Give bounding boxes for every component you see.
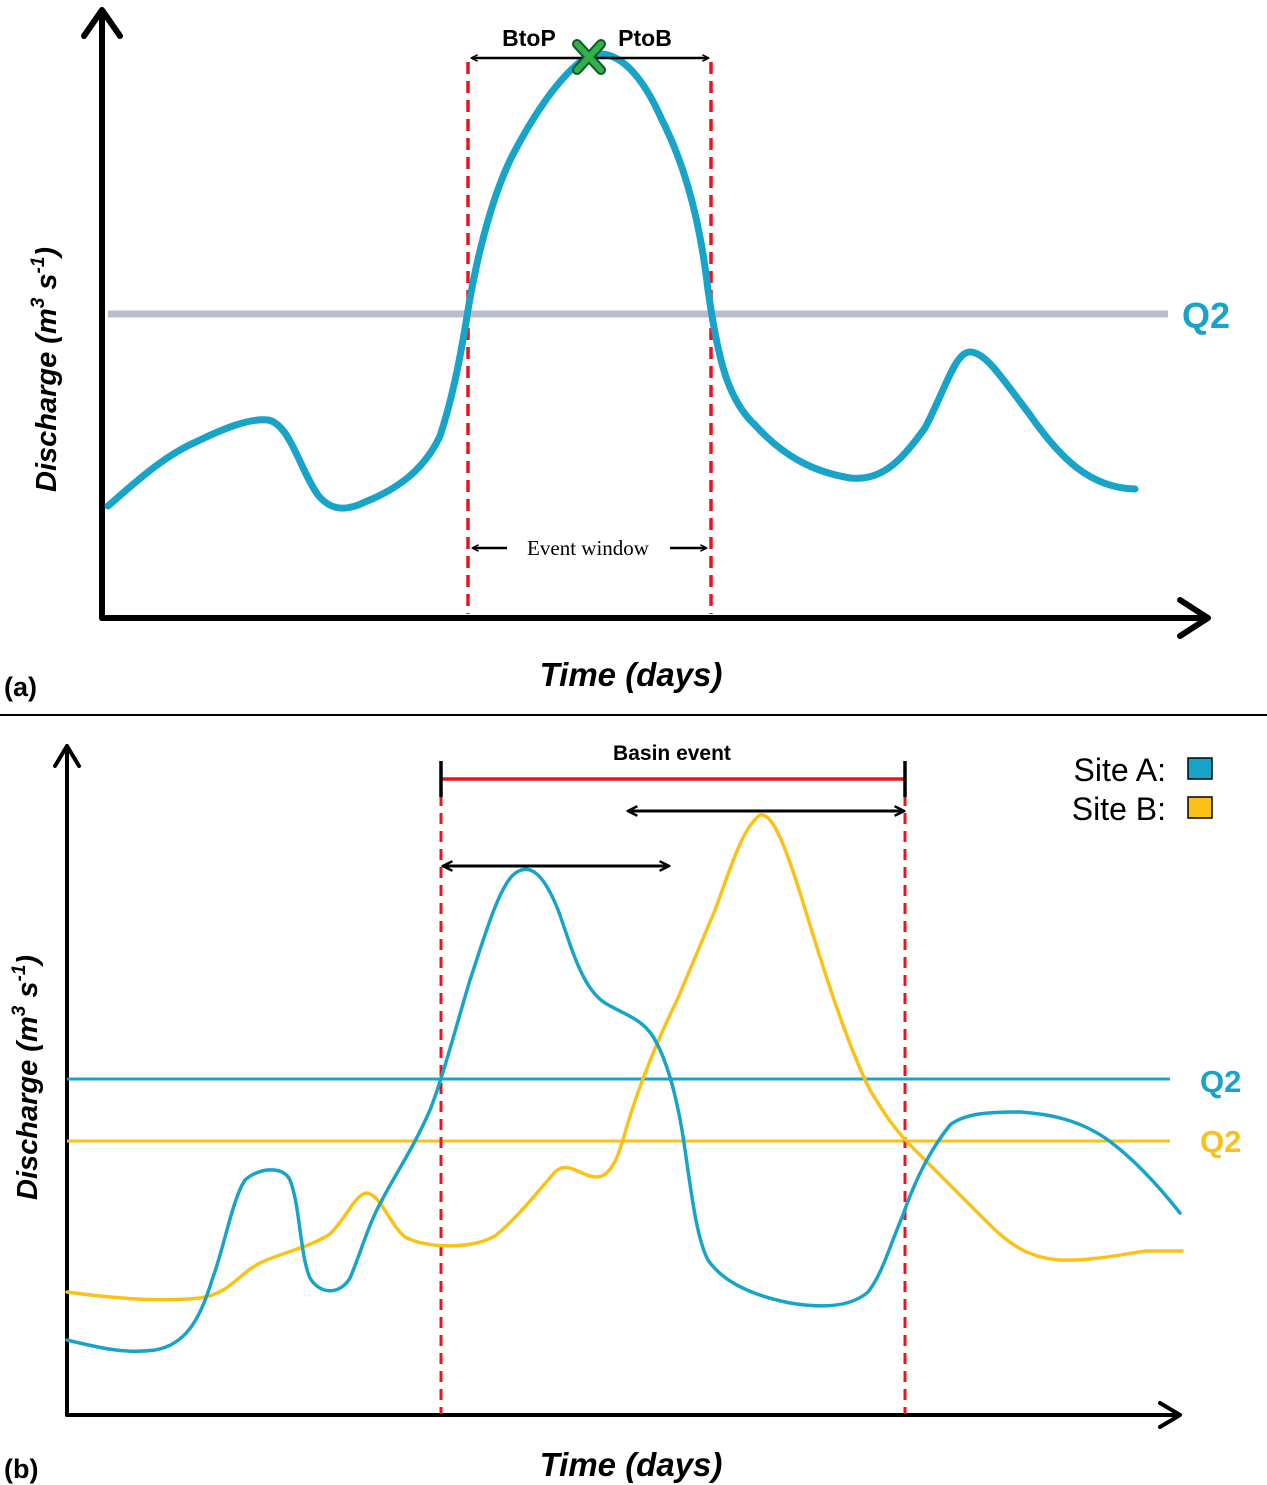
panel-a-x-arrowhead xyxy=(1177,597,1211,639)
panel-b-q2-label-site-b: Q2 xyxy=(1200,1124,1241,1159)
panel-a-event-window-label: Event window xyxy=(527,536,650,560)
panel-b-site-b-hydrograph xyxy=(65,813,1184,1302)
panel-a-x-axis-label: Time (days) xyxy=(540,656,723,693)
panel-a-panel-label: (a) xyxy=(4,672,37,702)
panel-b-legend: Site A: Site B: xyxy=(1072,752,1213,827)
panel-b-q2-label-site-a: Q2 xyxy=(1200,1064,1241,1099)
legend-site-b-label: Site B: xyxy=(1072,791,1166,827)
panel-b-y-axis-label: Discharge (m3 s-1) xyxy=(9,955,44,1200)
panel-a-q2-label: Q2 xyxy=(1182,295,1230,336)
panel-b: Basin event Q2 Q2 Site A: Site B: Discha… xyxy=(4,742,1241,1484)
blue-square-icon xyxy=(1187,757,1213,780)
panel-a-btop-label: BtoP xyxy=(502,25,556,51)
yellow-square-icon xyxy=(1187,796,1213,819)
panel-a-axes xyxy=(81,7,1211,639)
panel-a-y-arrowhead xyxy=(81,7,123,39)
panel-b-site-a-hydrograph xyxy=(65,867,1182,1354)
panel-b-panel-label: (b) xyxy=(4,1454,38,1484)
panel-a: BtoP PtoB Event window Q2 Discharge (m3 … xyxy=(4,7,1230,702)
panel-a-peak-cross-icon xyxy=(572,39,606,75)
legend-site-a-label: Site A: xyxy=(1074,752,1167,788)
panel-b-axes xyxy=(53,744,1182,1429)
panel-b-basin-event-label: Basin event xyxy=(613,742,731,765)
panel-a-ptob-label: PtoB xyxy=(618,25,672,51)
panel-a-hydrograph-line xyxy=(104,50,1139,512)
panel-b-y-arrowhead xyxy=(53,744,81,768)
panel-a-y-axis-label: Discharge (m3 s-1) xyxy=(28,247,63,492)
panel-b-x-axis-label: Time (days) xyxy=(540,1446,723,1483)
panel-b-x-arrowhead xyxy=(1158,1401,1182,1429)
